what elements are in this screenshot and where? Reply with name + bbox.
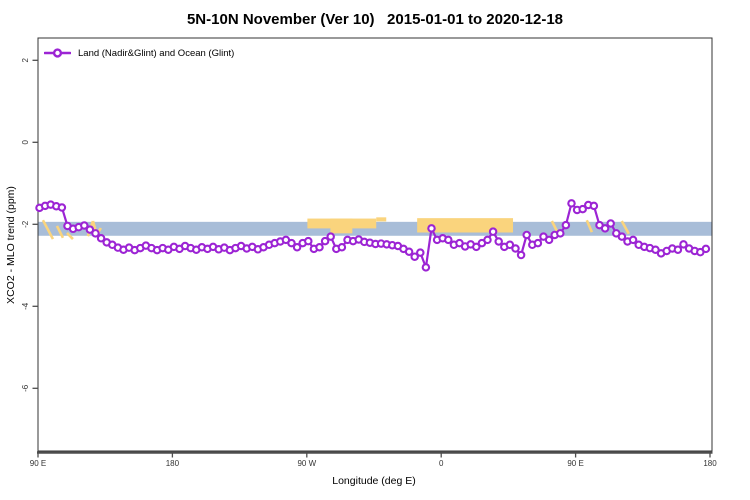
series-marker bbox=[561, 220, 571, 230]
series-marker bbox=[416, 248, 425, 257]
series-marker bbox=[287, 238, 296, 248]
series-marker bbox=[556, 229, 565, 238]
series-marker bbox=[511, 244, 520, 253]
y-tick-label: 2 bbox=[21, 58, 30, 63]
series-marker bbox=[85, 225, 95, 234]
series-marker bbox=[410, 252, 419, 261]
legend-label: Land (Nadir&Glint) and Ocean (Glint) bbox=[78, 47, 235, 59]
series-marker bbox=[315, 243, 324, 252]
land-band-slash bbox=[41, 219, 55, 240]
land-band-slash bbox=[585, 219, 594, 233]
land-band-slash bbox=[55, 225, 65, 239]
series-marker bbox=[544, 235, 554, 245]
series-marker bbox=[589, 201, 599, 211]
series-marker bbox=[427, 224, 436, 233]
series-marker bbox=[483, 235, 492, 245]
land-band-segment bbox=[376, 217, 387, 222]
y-axis-label: XCO2 - MLO trend (ppm) bbox=[5, 186, 17, 304]
series-marker bbox=[651, 245, 660, 254]
series-marker bbox=[516, 250, 526, 260]
y-tick-label: 0 bbox=[21, 140, 30, 145]
land-band-slash bbox=[66, 232, 74, 240]
x-tick-label: 90 E bbox=[567, 459, 583, 468]
series-marker bbox=[606, 219, 615, 228]
series-marker bbox=[292, 243, 302, 252]
y-tick-label: -6 bbox=[21, 384, 30, 392]
land-band-segment bbox=[330, 218, 353, 234]
series-marker bbox=[421, 263, 431, 272]
series-marker bbox=[628, 235, 638, 245]
series-marker bbox=[444, 235, 453, 245]
series-marker bbox=[80, 221, 89, 230]
x-tick-label: 90 W bbox=[297, 459, 316, 468]
series-marker bbox=[673, 245, 683, 254]
series-marker bbox=[494, 237, 503, 246]
y-tick-label: -2 bbox=[21, 220, 30, 228]
series-marker bbox=[679, 240, 688, 249]
series-marker bbox=[404, 247, 414, 257]
series-marker bbox=[304, 236, 313, 246]
series-marker bbox=[567, 199, 576, 208]
series-marker bbox=[326, 232, 335, 241]
series-marker bbox=[701, 244, 711, 254]
x-tick-label: 0 bbox=[439, 459, 444, 468]
series-marker bbox=[91, 229, 100, 238]
x-tick-label: 180 bbox=[703, 459, 717, 468]
x-tick-label: 180 bbox=[166, 459, 180, 468]
y-tick-label: -4 bbox=[21, 302, 30, 310]
ocean-band bbox=[38, 221, 712, 236]
series-marker bbox=[57, 203, 67, 212]
series-marker bbox=[472, 242, 481, 252]
series-marker bbox=[533, 238, 543, 248]
legend: Land (Nadir&Glint) and Ocean (Glint) bbox=[44, 47, 234, 59]
chart-title: 5N-10N November (Ver 10) 2015-01-01 to 2… bbox=[186, 11, 564, 28]
series-marker bbox=[320, 236, 330, 246]
series-marker bbox=[578, 204, 587, 214]
series-marker bbox=[337, 243, 347, 252]
series-marker bbox=[488, 227, 498, 236]
series-marker bbox=[522, 230, 531, 240]
series-marker bbox=[96, 233, 106, 243]
land-band-segment bbox=[417, 218, 514, 233]
series-marker bbox=[600, 224, 610, 233]
x-axis-label: Longitude (deg E) bbox=[332, 475, 416, 487]
series-marker bbox=[617, 232, 627, 241]
land-band-slash bbox=[620, 220, 630, 235]
legend-line-marker-icon bbox=[44, 48, 71, 58]
x-tick-label: 90 E bbox=[30, 459, 46, 468]
plot-border bbox=[37, 37, 713, 452]
series-marker bbox=[505, 240, 515, 250]
